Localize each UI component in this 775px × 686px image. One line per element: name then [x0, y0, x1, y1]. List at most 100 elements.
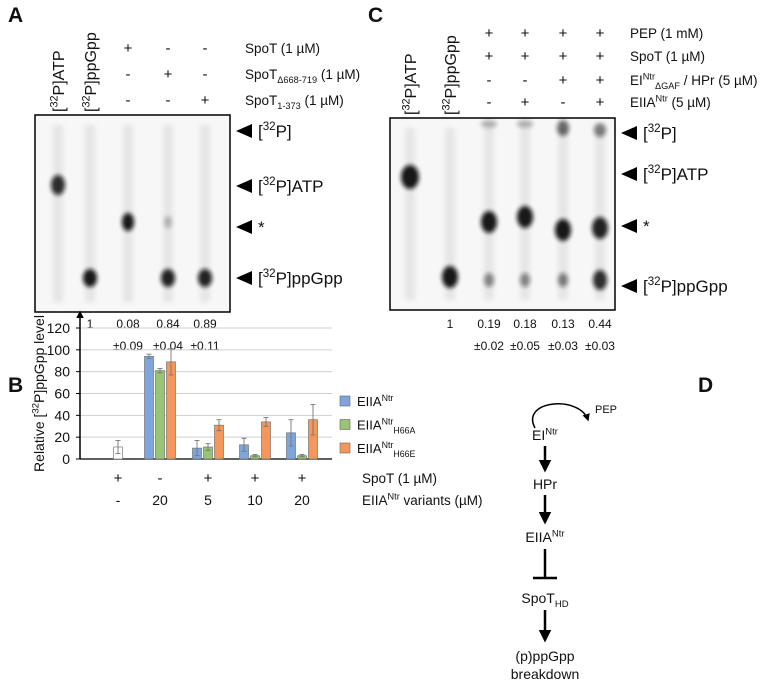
spot-sign: + — [298, 470, 307, 487]
marker-arrow — [621, 167, 637, 181]
y-axis-label: Relative [32P]ppGpp level — [30, 315, 47, 472]
condition-sign: + — [559, 72, 568, 89]
marker-label-pre: [ — [258, 122, 263, 141]
marker-label: [32P]ATP — [643, 164, 708, 184]
condition-sign: + — [559, 48, 568, 65]
condition-label-sup: Ntr — [643, 72, 655, 82]
lane-label: [32P]ATP — [401, 53, 420, 115]
x-axis-label-main: EIIA — [362, 493, 388, 508]
ei-label: EINtr — [532, 426, 559, 443]
legend-label: EIIANtrH66E — [357, 440, 416, 459]
gel-spot — [161, 269, 175, 287]
error-bar — [263, 417, 269, 427]
ratio: 0.08 — [116, 317, 140, 331]
spot-sign: + — [251, 470, 260, 487]
condition-label: SpoTΔ668-719 (1 µM) — [245, 67, 360, 85]
gel-spot — [51, 175, 65, 195]
y-tick-label: 100 — [47, 342, 71, 358]
lane-smear — [445, 128, 455, 300]
condition-label-main: SpoT — [245, 67, 277, 82]
marker-arrow — [236, 220, 252, 234]
pathway — [531, 403, 590, 643]
error-bar — [146, 353, 152, 360]
ei-label-main: EI — [532, 427, 545, 443]
condition-sign: - — [126, 92, 131, 109]
lane-smear — [405, 128, 415, 300]
bar — [155, 370, 165, 460]
legend-label-main: EIIA — [357, 441, 382, 456]
condition-sign: - — [561, 94, 566, 111]
marker-arrow — [621, 279, 637, 293]
condition-sign: + — [124, 40, 133, 57]
condition-sign: + — [596, 94, 605, 111]
condition-sign: - — [166, 40, 171, 57]
ei-label-sup: Ntr — [545, 426, 559, 437]
condition-label: PEP (1 mM) — [630, 26, 703, 41]
condition-sign: + — [521, 94, 530, 111]
x-axis-label: EIIANtr variants (µM) — [362, 492, 483, 508]
ratio: 0.18 — [513, 317, 537, 331]
spot-label-sub: HD — [555, 599, 569, 610]
condition-label-sub: Δ668-719 — [277, 75, 317, 85]
condition-sign: + — [485, 25, 494, 42]
condition-label: EINtrΔGAF / HPr (5 µM) — [630, 72, 758, 91]
spot-label: SpoTHD — [521, 590, 568, 610]
condition-label-main: EIIA — [630, 95, 656, 110]
lane-smear — [595, 128, 605, 300]
gel-spot — [484, 273, 494, 287]
hpr-label: HPr — [533, 476, 557, 492]
lane-label-post: P]ppGpp — [83, 32, 100, 95]
ratio-error: ±0.02 — [474, 339, 504, 353]
error-bar — [157, 367, 163, 374]
legend-label-sub: H66A — [393, 425, 415, 435]
y-tick-label: 80 — [54, 364, 70, 380]
condition-label-main: SpoT — [245, 93, 277, 108]
marker-label: [32P]ppGpp — [258, 268, 343, 288]
marker-arrow — [236, 179, 252, 193]
ratio-error: ±0.04 — [153, 339, 183, 353]
lane-label-sup: 32 — [401, 98, 413, 110]
condition-sign: - — [203, 40, 208, 57]
marker-label-sup: 32 — [648, 276, 661, 288]
gel-spot — [481, 120, 497, 128]
gel-spot — [593, 270, 607, 290]
lane-smear — [200, 125, 210, 302]
y-tick-label: 120 — [47, 320, 71, 336]
marker-label: [32P]ppGpp — [643, 276, 728, 296]
condition-sign: - — [487, 72, 492, 89]
lane-label-post: P]ATP — [51, 50, 68, 95]
lane-label: [32P]ppGpp — [441, 35, 460, 115]
ratio: 0.44 — [588, 317, 612, 331]
condition-label-post: / HPr (5 µM) — [680, 73, 758, 88]
error-bar — [168, 348, 174, 376]
legend-label-main: EIIA — [357, 418, 382, 433]
condition-sign: + — [201, 92, 210, 109]
lane-label-pre: [ — [403, 110, 420, 115]
x-axis-label-sup: Ntr — [388, 492, 400, 502]
lane-label: [32P]ATP — [49, 50, 68, 112]
condition-label-post: (5 µM) — [668, 95, 711, 110]
x-axis-label-post: variants (µM) — [400, 493, 483, 508]
marker-label-pre: [ — [643, 124, 648, 143]
legend-label-sup: Ntr — [382, 416, 394, 426]
marker-label: * — [643, 217, 650, 236]
error-bar — [252, 454, 258, 458]
y-tick-label: 0 — [62, 451, 70, 467]
gel-spot — [198, 269, 212, 287]
error-bar — [241, 437, 247, 452]
marker-label-pre: [ — [258, 269, 263, 288]
marker-label-post: P]ppGpp — [276, 269, 343, 288]
gel-spot — [401, 165, 419, 189]
spot-sign: - — [158, 470, 163, 487]
lane-label-pre: [ — [51, 107, 68, 112]
lane-smear — [53, 125, 63, 302]
panel-letter: A — [8, 4, 23, 27]
ratio: 0.84 — [156, 317, 180, 331]
condition-sign: + — [596, 25, 605, 42]
gel-spot — [555, 219, 571, 241]
marker-label-sup: 32 — [648, 123, 661, 135]
legend-swatch — [339, 419, 351, 430]
gel-spot — [558, 273, 568, 287]
marker-label-sup: 32 — [263, 121, 276, 133]
condition-label-main: EI — [630, 73, 643, 88]
